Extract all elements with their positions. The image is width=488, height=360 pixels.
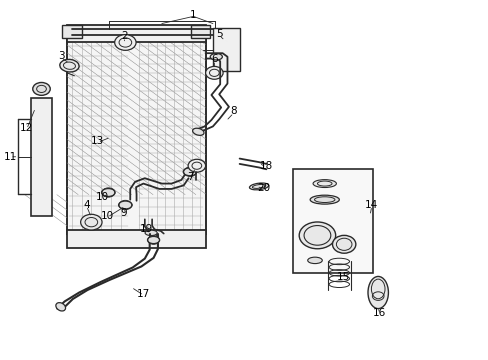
Text: 15: 15 bbox=[336, 272, 349, 282]
Circle shape bbox=[33, 82, 50, 95]
Bar bbox=[30, 98, 52, 216]
Ellipse shape bbox=[145, 230, 157, 235]
Circle shape bbox=[81, 214, 102, 230]
Ellipse shape bbox=[307, 257, 322, 264]
Text: 2: 2 bbox=[121, 31, 127, 41]
Ellipse shape bbox=[299, 222, 335, 249]
Text: 16: 16 bbox=[372, 308, 386, 318]
Text: 3: 3 bbox=[58, 51, 64, 61]
Text: 10: 10 bbox=[101, 211, 114, 221]
Ellipse shape bbox=[249, 183, 268, 190]
Text: 14: 14 bbox=[365, 200, 378, 210]
Bar bbox=[292, 169, 372, 273]
Text: 13: 13 bbox=[91, 136, 104, 147]
Bar bbox=[191, 25, 210, 38]
Text: 11: 11 bbox=[3, 152, 17, 162]
Circle shape bbox=[205, 66, 223, 79]
Ellipse shape bbox=[332, 235, 355, 253]
Circle shape bbox=[115, 35, 136, 50]
Bar bbox=[62, 25, 81, 38]
Ellipse shape bbox=[102, 189, 115, 197]
Text: 6: 6 bbox=[211, 54, 217, 64]
Text: 9: 9 bbox=[121, 208, 127, 218]
Bar bbox=[67, 24, 205, 42]
Text: 18: 18 bbox=[259, 161, 272, 171]
Bar bbox=[212, 28, 239, 71]
Text: 4: 4 bbox=[83, 200, 90, 210]
Ellipse shape bbox=[118, 201, 132, 209]
Bar bbox=[67, 230, 205, 248]
Text: 8: 8 bbox=[230, 107, 237, 116]
Circle shape bbox=[188, 159, 205, 172]
Text: 12: 12 bbox=[20, 123, 33, 133]
Ellipse shape bbox=[147, 237, 159, 244]
Ellipse shape bbox=[210, 54, 222, 60]
Text: 20: 20 bbox=[257, 183, 270, 193]
Ellipse shape bbox=[56, 303, 65, 311]
Text: 5: 5 bbox=[216, 29, 222, 39]
Text: 1: 1 bbox=[190, 10, 196, 19]
Ellipse shape bbox=[312, 180, 336, 188]
Text: 19: 19 bbox=[140, 224, 153, 234]
Ellipse shape bbox=[183, 168, 197, 176]
Ellipse shape bbox=[192, 128, 203, 135]
Bar bbox=[67, 39, 205, 234]
Text: 17: 17 bbox=[137, 289, 150, 299]
Text: 10: 10 bbox=[95, 192, 108, 202]
Text: 7: 7 bbox=[186, 172, 193, 182]
Ellipse shape bbox=[60, 59, 79, 72]
Ellipse shape bbox=[367, 276, 387, 309]
Ellipse shape bbox=[309, 195, 339, 204]
